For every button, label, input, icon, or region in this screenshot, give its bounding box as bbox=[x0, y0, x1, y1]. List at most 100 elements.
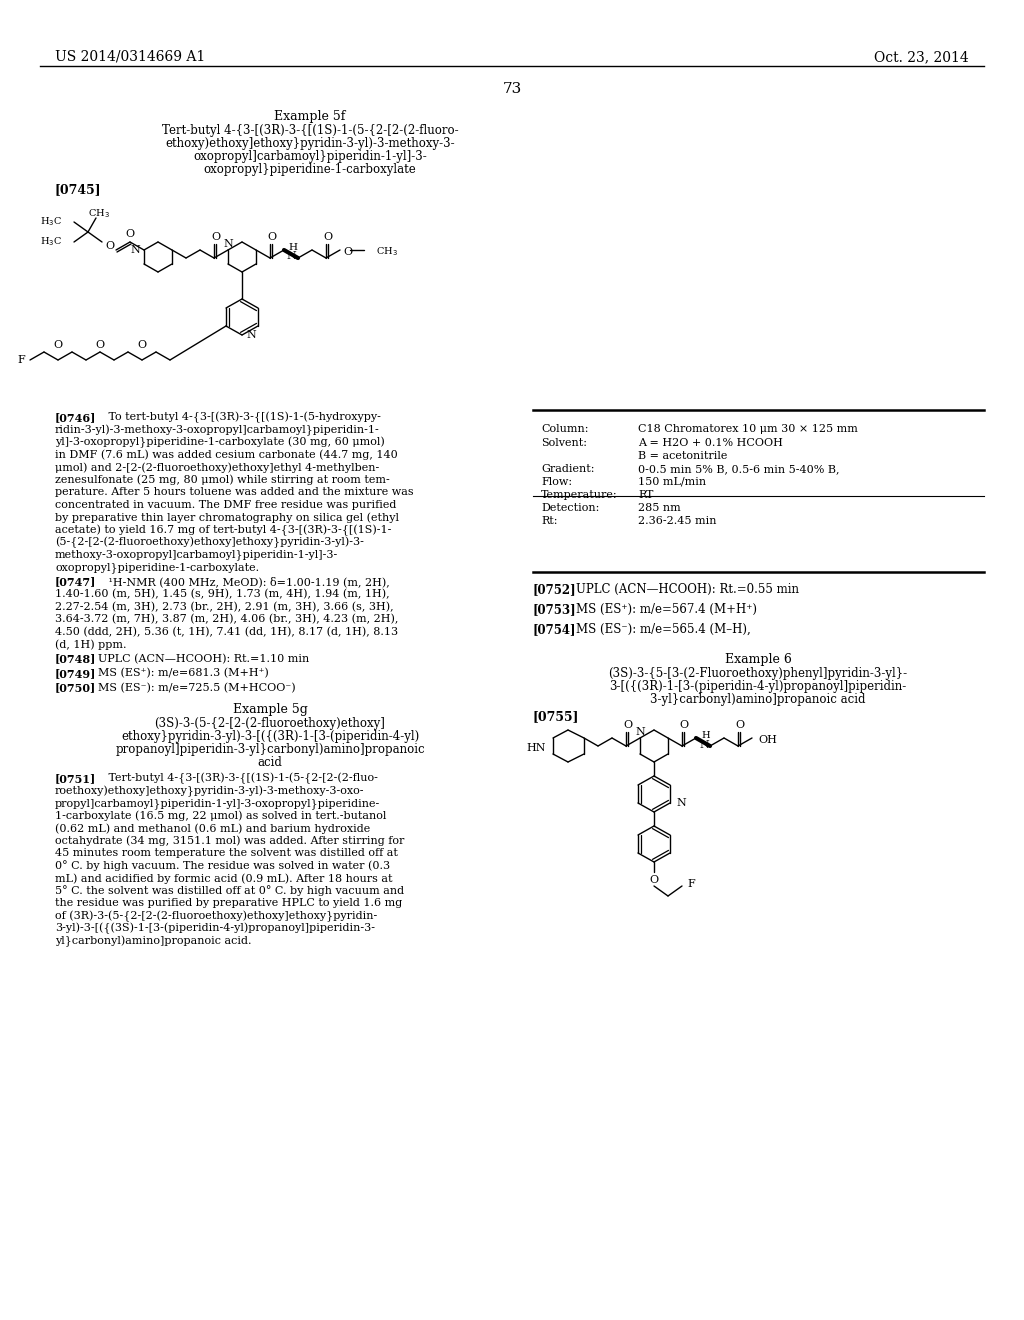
Text: Temperature:: Temperature: bbox=[541, 490, 617, 500]
Text: [0747]: [0747] bbox=[55, 577, 96, 587]
Text: O: O bbox=[735, 719, 744, 730]
Text: B = acetonitrile: B = acetonitrile bbox=[638, 451, 727, 461]
Text: N: N bbox=[286, 251, 296, 261]
Text: N: N bbox=[699, 741, 709, 750]
Text: 3-[({(3R)-1-[3-(piperidin-4-yl)propanoyl]piperidin-: 3-[({(3R)-1-[3-(piperidin-4-yl)propanoyl… bbox=[609, 680, 906, 693]
Text: 73: 73 bbox=[503, 82, 521, 96]
Text: [0750]: [0750] bbox=[55, 682, 96, 693]
Text: oxopropyl}piperidine-1-carboxylate: oxopropyl}piperidine-1-carboxylate bbox=[204, 162, 417, 176]
Text: of (3R)-3-(5-{2-[2-(2-fluoroethoxy)ethoxy]ethoxy}pyridin-: of (3R)-3-(5-{2-[2-(2-fluoroethoxy)ethox… bbox=[55, 911, 377, 921]
Text: Tert-butyl 4-{3-[(3R)-3-{[(1S)-1-(5-{2-[2-(2-fluo-: Tert-butyl 4-{3-[(3R)-3-{[(1S)-1-(5-{2-[… bbox=[98, 774, 378, 784]
Text: propanoyl]piperidin-3-yl}carbonyl)amino]propanoic: propanoyl]piperidin-3-yl}carbonyl)amino]… bbox=[115, 743, 425, 756]
Text: F: F bbox=[687, 879, 694, 888]
Text: yl}carbonyl)amino]propanoic acid.: yl}carbonyl)amino]propanoic acid. bbox=[55, 936, 252, 946]
Text: 150 mL/min: 150 mL/min bbox=[638, 477, 707, 487]
Text: Tert-butyl 4-{3-[(3R)-3-{[(1S)-1-(5-{2-[2-(2-fluoro-: Tert-butyl 4-{3-[(3R)-3-{[(1S)-1-(5-{2-[… bbox=[162, 124, 459, 137]
Text: Flow:: Flow: bbox=[541, 477, 572, 487]
Text: 3.64-3.72 (m, 7H), 3.87 (m, 2H), 4.06 (br., 3H), 4.23 (m, 2H),: 3.64-3.72 (m, 7H), 3.87 (m, 2H), 4.06 (b… bbox=[55, 614, 398, 624]
Text: in DMF (7.6 mL) was added cesium carbonate (44.7 mg, 140: in DMF (7.6 mL) was added cesium carbona… bbox=[55, 450, 397, 461]
Text: MS (ES⁺): m/e=567.4 (M+H⁺): MS (ES⁺): m/e=567.4 (M+H⁺) bbox=[575, 603, 757, 616]
Text: CH$_3$: CH$_3$ bbox=[376, 246, 398, 259]
Text: (d, 1H) ppm.: (d, 1H) ppm. bbox=[55, 639, 127, 649]
Text: 1.40-1.60 (m, 5H), 1.45 (s, 9H), 1.73 (m, 4H), 1.94 (m, 1H),: 1.40-1.60 (m, 5H), 1.45 (s, 9H), 1.73 (m… bbox=[55, 589, 389, 599]
Text: O: O bbox=[137, 341, 146, 350]
Text: [0748]: [0748] bbox=[55, 653, 96, 664]
Text: oxopropyl]carbamoyl}piperidin-1-yl]-3-: oxopropyl]carbamoyl}piperidin-1-yl]-3- bbox=[194, 150, 427, 162]
Text: 0° C. by high vacuum. The residue was solved in water (0.3: 0° C. by high vacuum. The residue was so… bbox=[55, 861, 390, 871]
Text: Detection:: Detection: bbox=[541, 503, 599, 513]
Text: 285 nm: 285 nm bbox=[638, 503, 681, 513]
Text: MS (ES⁺): m/e=681.3 (M+H⁺): MS (ES⁺): m/e=681.3 (M+H⁺) bbox=[98, 668, 268, 678]
Text: To tert-butyl 4-{3-[(3R)-3-{[(1S)-1-(5-hydroxypy-: To tert-butyl 4-{3-[(3R)-3-{[(1S)-1-(5-h… bbox=[98, 412, 381, 424]
Text: [0745]: [0745] bbox=[55, 183, 101, 195]
Text: MS (ES⁻): m/e=725.5 (M+HCOO⁻): MS (ES⁻): m/e=725.5 (M+HCOO⁻) bbox=[98, 682, 296, 693]
Text: octahydrate (34 mg, 3151.1 mol) was added. After stirring for: octahydrate (34 mg, 3151.1 mol) was adde… bbox=[55, 836, 404, 846]
Text: C18 Chromatorex 10 μm 30 × 125 mm: C18 Chromatorex 10 μm 30 × 125 mm bbox=[638, 424, 858, 434]
Text: 3-yl}carbonyl)amino]propanoic acid: 3-yl}carbonyl)amino]propanoic acid bbox=[650, 693, 865, 706]
Text: 1-carboxylate (16.5 mg, 22 μmol) as solved in tert.-butanol: 1-carboxylate (16.5 mg, 22 μmol) as solv… bbox=[55, 810, 386, 821]
Text: O: O bbox=[125, 228, 134, 239]
Text: 5° C. the solvent was distilled off at 0° C. by high vacuum and: 5° C. the solvent was distilled off at 0… bbox=[55, 886, 404, 896]
Text: UPLC (ACN—HCOOH): Rt.=1.10 min: UPLC (ACN—HCOOH): Rt.=1.10 min bbox=[98, 653, 309, 664]
Text: [0755]: [0755] bbox=[534, 710, 580, 723]
Text: O: O bbox=[343, 247, 352, 257]
Text: H$_3$C: H$_3$C bbox=[40, 215, 62, 228]
Text: Solvent:: Solvent: bbox=[541, 438, 587, 447]
Text: Example 5g: Example 5g bbox=[232, 704, 307, 715]
Text: acetate) to yield 16.7 mg of tert-butyl 4-{3-[(3R)-3-{[(1S)-1-: acetate) to yield 16.7 mg of tert-butyl … bbox=[55, 524, 391, 536]
Text: ridin-3-yl)-3-methoxy-3-oxopropyl]carbamoyl}piperidin-1-: ridin-3-yl)-3-methoxy-3-oxopropyl]carbam… bbox=[55, 425, 380, 436]
Text: O: O bbox=[95, 341, 104, 350]
Text: N: N bbox=[635, 727, 645, 737]
Text: RT: RT bbox=[638, 490, 653, 500]
Text: H: H bbox=[288, 243, 297, 252]
Text: N: N bbox=[246, 330, 256, 341]
Text: [0752]: [0752] bbox=[534, 583, 577, 597]
Text: O: O bbox=[211, 232, 220, 242]
Text: Example 5f: Example 5f bbox=[274, 110, 346, 123]
Text: [0753]: [0753] bbox=[534, 603, 577, 616]
Text: Column:: Column: bbox=[541, 424, 589, 434]
Text: O: O bbox=[267, 232, 276, 242]
Text: HN: HN bbox=[526, 743, 546, 752]
Text: the residue was purified by preparative HPLC to yield 1.6 mg: the residue was purified by preparative … bbox=[55, 898, 402, 908]
Text: zenesulfonate (25 mg, 80 μmol) while stirring at room tem-: zenesulfonate (25 mg, 80 μmol) while sti… bbox=[55, 474, 390, 484]
Text: O: O bbox=[680, 719, 688, 730]
Text: roethoxy)ethoxy]ethoxy}pyridin-3-yl)-3-methoxy-3-oxo-: roethoxy)ethoxy]ethoxy}pyridin-3-yl)-3-m… bbox=[55, 785, 365, 797]
Text: 45 minutes room temperature the solvent was distilled off at: 45 minutes room temperature the solvent … bbox=[55, 847, 398, 858]
Text: O: O bbox=[105, 242, 115, 251]
Text: Gradient:: Gradient: bbox=[541, 465, 595, 474]
Text: CH$_3$: CH$_3$ bbox=[88, 207, 110, 220]
Text: A = H2O + 0.1% HCOOH: A = H2O + 0.1% HCOOH bbox=[638, 438, 783, 447]
Text: O: O bbox=[624, 719, 633, 730]
Text: N: N bbox=[676, 799, 686, 808]
Text: F: F bbox=[17, 355, 25, 366]
Text: (0.62 mL) and methanol (0.6 mL) and barium hydroxide: (0.62 mL) and methanol (0.6 mL) and bari… bbox=[55, 822, 371, 833]
Text: acid: acid bbox=[258, 756, 283, 770]
Text: O: O bbox=[324, 232, 333, 242]
Text: [0754]: [0754] bbox=[534, 623, 577, 636]
Text: UPLC (ACN—HCOOH): Rt.=0.55 min: UPLC (ACN—HCOOH): Rt.=0.55 min bbox=[575, 583, 799, 597]
Text: methoxy-3-oxopropyl]carbamoyl}piperidin-1-yl]-3-: methoxy-3-oxopropyl]carbamoyl}piperidin-… bbox=[55, 549, 338, 560]
Text: (5-{2-[2-(2-fluoroethoxy)ethoxy]ethoxy}pyridin-3-yl)-3-: (5-{2-[2-(2-fluoroethoxy)ethoxy]ethoxy}p… bbox=[55, 537, 364, 548]
Text: O: O bbox=[649, 875, 658, 884]
Text: 2.36-2.45 min: 2.36-2.45 min bbox=[638, 516, 717, 525]
Text: by preparative thin layer chromatography on silica gel (ethyl: by preparative thin layer chromatography… bbox=[55, 512, 399, 523]
Text: mL) and acidified by formic acid (0.9 mL). After 18 hours at: mL) and acidified by formic acid (0.9 mL… bbox=[55, 873, 392, 883]
Text: 4.50 (ddd, 2H), 5.36 (t, 1H), 7.41 (dd, 1H), 8.17 (d, 1H), 8.13: 4.50 (ddd, 2H), 5.36 (t, 1H), 7.41 (dd, … bbox=[55, 627, 398, 636]
Text: H: H bbox=[701, 731, 710, 741]
Text: concentrated in vacuum. The DMF free residue was purified: concentrated in vacuum. The DMF free res… bbox=[55, 499, 396, 510]
Text: [0751]: [0751] bbox=[55, 774, 96, 784]
Text: 2.27-2.54 (m, 3H), 2.73 (br., 2H), 2.91 (m, 3H), 3.66 (s, 3H),: 2.27-2.54 (m, 3H), 2.73 (br., 2H), 2.91 … bbox=[55, 602, 393, 612]
Text: US 2014/0314669 A1: US 2014/0314669 A1 bbox=[55, 50, 205, 63]
Text: yl]-3-oxopropyl}piperidine-1-carboxylate (30 mg, 60 μmol): yl]-3-oxopropyl}piperidine-1-carboxylate… bbox=[55, 437, 385, 449]
Text: perature. After 5 hours toluene was added and the mixture was: perature. After 5 hours toluene was adde… bbox=[55, 487, 414, 498]
Text: (3S)-3-(5-{2-[2-(2-fluoroethoxy)ethoxy]: (3S)-3-(5-{2-[2-(2-fluoroethoxy)ethoxy] bbox=[155, 717, 385, 730]
Text: oxopropyl}piperidine-1-carboxylate.: oxopropyl}piperidine-1-carboxylate. bbox=[55, 562, 259, 573]
Text: MS (ES⁻): m/e=565.4 (M–H),: MS (ES⁻): m/e=565.4 (M–H), bbox=[575, 623, 751, 636]
Text: propyl]carbamoyl}piperidin-1-yl]-3-oxopropyl}piperidine-: propyl]carbamoyl}piperidin-1-yl]-3-oxopr… bbox=[55, 799, 380, 809]
Text: N: N bbox=[130, 246, 140, 255]
Text: OH: OH bbox=[758, 735, 777, 744]
Text: H$_3$C: H$_3$C bbox=[40, 235, 62, 248]
Text: ethoxy)ethoxy]ethoxy}pyridin-3-yl)-3-methoxy-3-: ethoxy)ethoxy]ethoxy}pyridin-3-yl)-3-met… bbox=[165, 137, 455, 150]
Text: 0-0.5 min 5% B, 0.5-6 min 5-40% B,: 0-0.5 min 5% B, 0.5-6 min 5-40% B, bbox=[638, 465, 840, 474]
